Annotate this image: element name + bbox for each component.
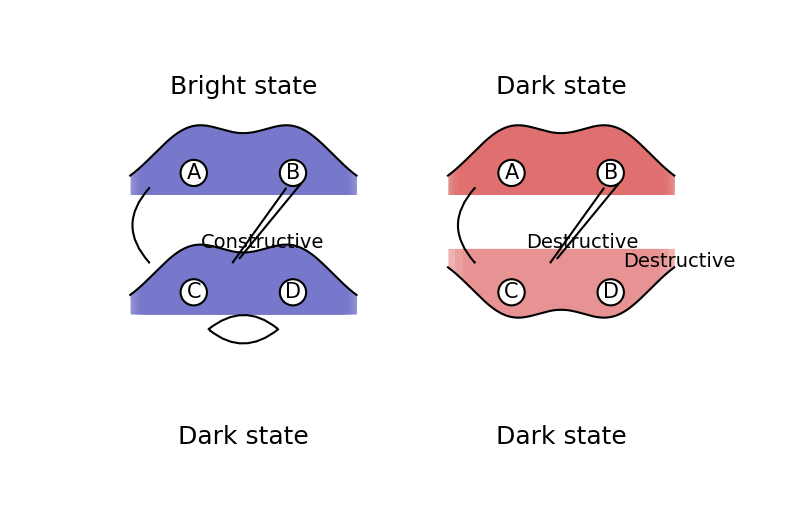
Circle shape <box>181 279 207 305</box>
Circle shape <box>280 160 306 186</box>
Text: Dark state: Dark state <box>496 425 626 449</box>
FancyArrowPatch shape <box>233 188 286 262</box>
FancyArrowPatch shape <box>550 188 604 262</box>
Text: D: D <box>285 282 301 302</box>
FancyArrowPatch shape <box>210 329 278 343</box>
Text: C: C <box>186 282 201 302</box>
Text: Dark state: Dark state <box>178 425 309 449</box>
FancyArrowPatch shape <box>133 188 149 262</box>
Text: Bright state: Bright state <box>170 75 317 99</box>
Circle shape <box>181 160 207 186</box>
Text: Destructive: Destructive <box>623 252 735 271</box>
Text: A: A <box>186 163 201 183</box>
Circle shape <box>598 279 624 305</box>
FancyArrowPatch shape <box>558 184 618 259</box>
Circle shape <box>498 160 525 186</box>
Text: B: B <box>603 163 618 183</box>
Text: Constructive: Constructive <box>201 233 324 252</box>
Circle shape <box>498 279 525 305</box>
FancyArrowPatch shape <box>239 184 300 259</box>
Text: D: D <box>602 282 618 302</box>
Text: Dark state: Dark state <box>496 75 626 99</box>
Text: B: B <box>286 163 300 183</box>
Text: C: C <box>504 282 518 302</box>
Circle shape <box>280 279 306 305</box>
Text: A: A <box>505 163 518 183</box>
FancyArrowPatch shape <box>209 315 277 329</box>
Text: Destructive: Destructive <box>526 233 638 252</box>
FancyArrowPatch shape <box>458 188 474 262</box>
Circle shape <box>598 160 624 186</box>
